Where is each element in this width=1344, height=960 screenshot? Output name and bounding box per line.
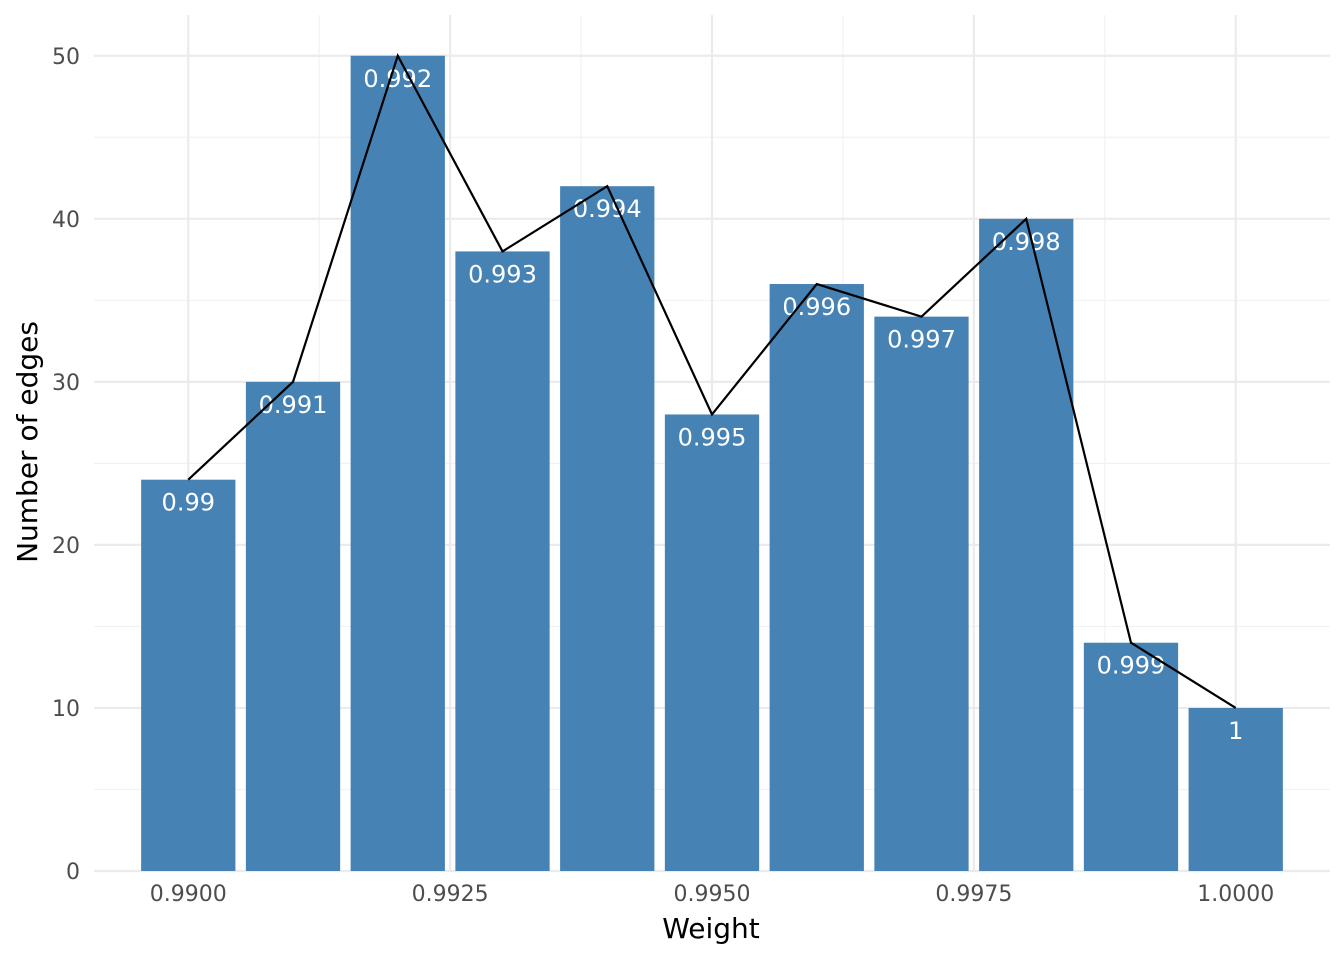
bar-value-label: 0.99: [162, 489, 215, 517]
bar-value-label: 0.999: [1097, 652, 1166, 680]
y-tick-labels: 0 10 20 30 40 50: [52, 45, 80, 885]
y-tick-label: 40: [52, 208, 80, 233]
y-tick-label: 20: [52, 534, 80, 559]
bar-value-label: 0.991: [259, 391, 328, 419]
x-tick-label: 1.0000: [1197, 882, 1274, 907]
x-tick-label: 0.9950: [674, 882, 751, 907]
bar: [769, 284, 864, 871]
y-axis-title: Number of edges: [11, 321, 44, 563]
bar-value-label: 0.994: [573, 195, 642, 223]
bar-value-label: 1: [1228, 717, 1243, 745]
bar: [245, 381, 341, 871]
bar: [560, 186, 655, 871]
bar: [141, 479, 236, 871]
bar: [874, 316, 969, 872]
y-tick-label: 50: [52, 45, 80, 70]
bar-value-label: 0.995: [678, 423, 747, 451]
y-tick-label: 10: [52, 697, 80, 722]
bar: [350, 55, 445, 872]
x-tick-label: 0.9975: [935, 882, 1012, 907]
trend-line: [187, 52, 1237, 709]
x-tick-label: 0.9925: [412, 882, 489, 907]
bar-value-label: 0.993: [468, 260, 537, 288]
y-tick-label: 0: [66, 860, 80, 885]
bar-value-label: 0.997: [887, 326, 956, 354]
bar: [455, 251, 550, 871]
bars: [141, 55, 1283, 872]
x-tick-label: 0.9900: [150, 882, 227, 907]
bar-value-label: 0.992: [363, 65, 432, 93]
bar-value-label: 0.996: [782, 293, 851, 321]
y-tick-label: 30: [52, 371, 80, 396]
bar: [1188, 707, 1283, 871]
x-axis-title: Weight: [662, 912, 760, 945]
bar: [664, 414, 760, 871]
x-tick-labels: 0.9900 0.9925 0.9950 0.9975 1.0000: [150, 882, 1274, 907]
bar: [979, 218, 1074, 872]
bar-value-label: 0.998: [992, 228, 1061, 256]
bar-labels: 0.99 0.991 0.992 0.993 0.994 0.995 0.996 0.997 0…: [162, 65, 1244, 745]
bar: [1083, 642, 1179, 871]
